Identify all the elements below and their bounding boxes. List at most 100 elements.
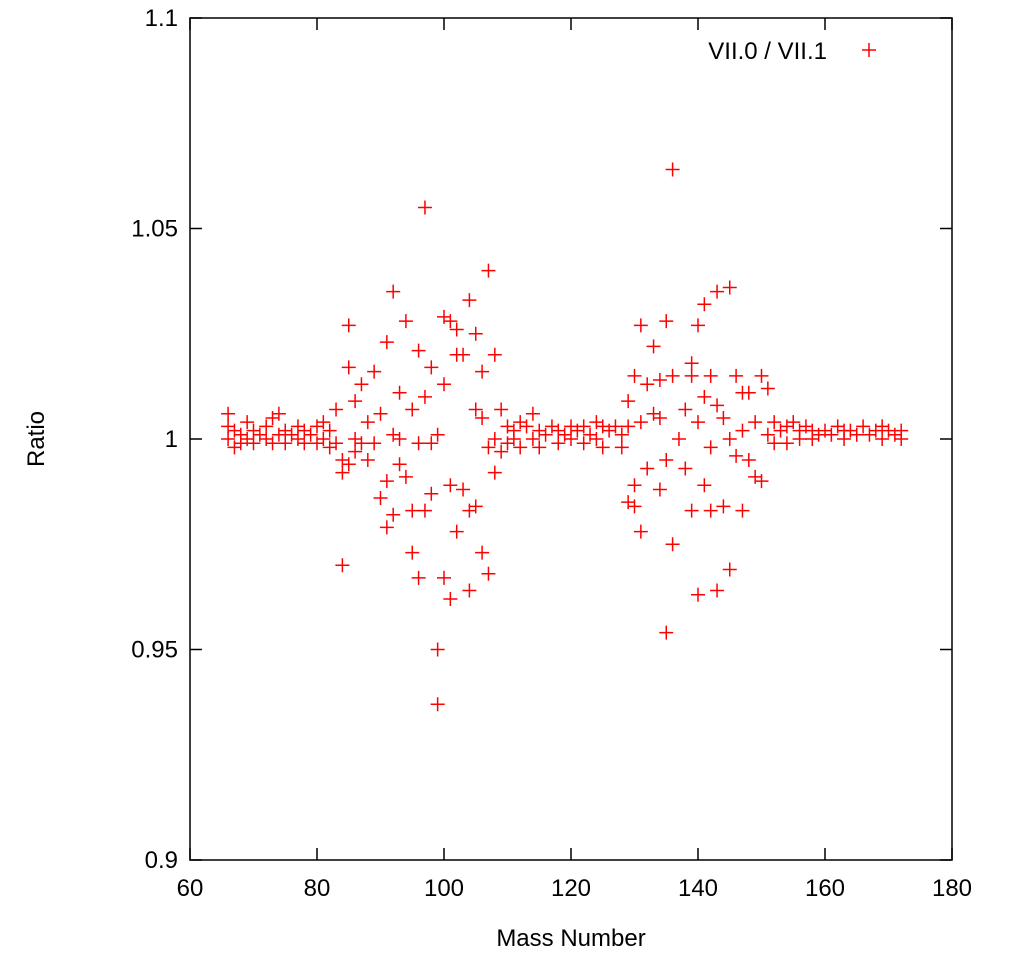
data-point	[424, 486, 439, 501]
data-point	[468, 499, 483, 514]
data-point	[633, 524, 648, 539]
y-tick-labels: 0.9 0.95 1 1.05 1.1	[131, 5, 178, 874]
data-point	[684, 368, 699, 383]
data-point	[754, 368, 769, 383]
data-point	[697, 389, 712, 404]
data-point	[633, 318, 648, 333]
data-point	[240, 415, 255, 430]
data-point	[608, 419, 623, 434]
data-point	[494, 402, 509, 417]
data-point	[341, 360, 356, 375]
data-point	[392, 432, 407, 446]
data-point	[513, 440, 528, 455]
data-point	[627, 499, 642, 514]
data-point	[627, 368, 642, 383]
x-tick-label: 80	[304, 875, 331, 902]
data-point	[481, 263, 496, 278]
data-point	[659, 453, 674, 468]
data-point	[519, 419, 534, 434]
data-point	[475, 545, 490, 560]
x-tick-label: 60	[177, 875, 204, 902]
data-point	[430, 427, 445, 442]
data-point	[475, 410, 490, 425]
data-point	[697, 297, 712, 312]
data-point	[691, 415, 705, 430]
data-point	[303, 427, 318, 442]
legend-marker-plus	[862, 43, 876, 57]
data-point	[671, 432, 686, 446]
y-tick-label: 1	[165, 426, 178, 453]
x-tick-label: 100	[424, 875, 464, 902]
data-point	[633, 415, 648, 430]
data-point	[354, 436, 369, 451]
y-tick-label: 1.1	[145, 5, 178, 32]
data-point	[481, 566, 496, 581]
data-point	[576, 419, 591, 434]
data-point	[614, 427, 629, 442]
y-tick-label: 1.05	[131, 216, 178, 243]
data-point	[665, 162, 680, 177]
data-point	[335, 465, 350, 480]
data-point	[779, 436, 794, 451]
data-point	[703, 440, 718, 455]
data-point	[405, 545, 420, 560]
data-point	[297, 436, 312, 451]
data-point	[424, 436, 439, 451]
x-tick-label: 140	[678, 875, 718, 902]
data-point	[417, 503, 432, 518]
data-point	[360, 453, 375, 468]
data-point	[246, 436, 261, 451]
data-point	[875, 432, 890, 446]
data-point	[405, 402, 420, 417]
data-point	[437, 377, 451, 392]
data-point	[665, 537, 680, 552]
data-point	[659, 314, 674, 329]
data-point	[462, 583, 477, 598]
data-point	[710, 284, 725, 299]
data-point	[640, 377, 655, 392]
data-point	[449, 322, 464, 337]
data-point	[348, 444, 363, 459]
data-point	[754, 474, 769, 489]
data-point	[259, 419, 274, 434]
data-point	[329, 402, 344, 417]
data-point	[760, 427, 775, 442]
data-point	[417, 389, 432, 404]
data-point	[392, 385, 407, 400]
y-tick-label: 0.9	[145, 847, 178, 874]
data-point	[348, 394, 363, 409]
data-points	[221, 162, 909, 712]
data-point	[316, 432, 331, 446]
data-point	[729, 448, 744, 463]
legend: VII.0 / VII.1	[708, 38, 876, 65]
x-tick-label: 120	[551, 875, 591, 902]
data-point	[652, 482, 667, 497]
data-point	[437, 570, 451, 585]
data-point	[621, 394, 636, 409]
data-point	[398, 314, 413, 329]
data-point	[684, 356, 699, 371]
data-point	[894, 432, 909, 446]
data-point	[417, 200, 432, 215]
data-point	[652, 410, 667, 425]
x-tick-label: 160	[805, 875, 845, 902]
data-point	[786, 415, 801, 430]
data-point	[767, 415, 782, 430]
data-point	[646, 339, 661, 354]
data-point	[735, 423, 750, 438]
data-point	[678, 402, 693, 417]
data-point	[716, 499, 731, 514]
data-point	[792, 432, 807, 446]
data-point	[481, 440, 496, 455]
data-point	[430, 697, 445, 712]
data-point	[487, 432, 502, 446]
data-point	[221, 406, 236, 421]
data-point	[525, 432, 540, 446]
data-point	[703, 503, 718, 518]
data-point	[449, 524, 464, 539]
data-point	[576, 436, 591, 451]
data-point	[221, 432, 236, 446]
data-point	[443, 591, 458, 606]
data-point	[341, 457, 356, 472]
data-point	[430, 642, 445, 657]
